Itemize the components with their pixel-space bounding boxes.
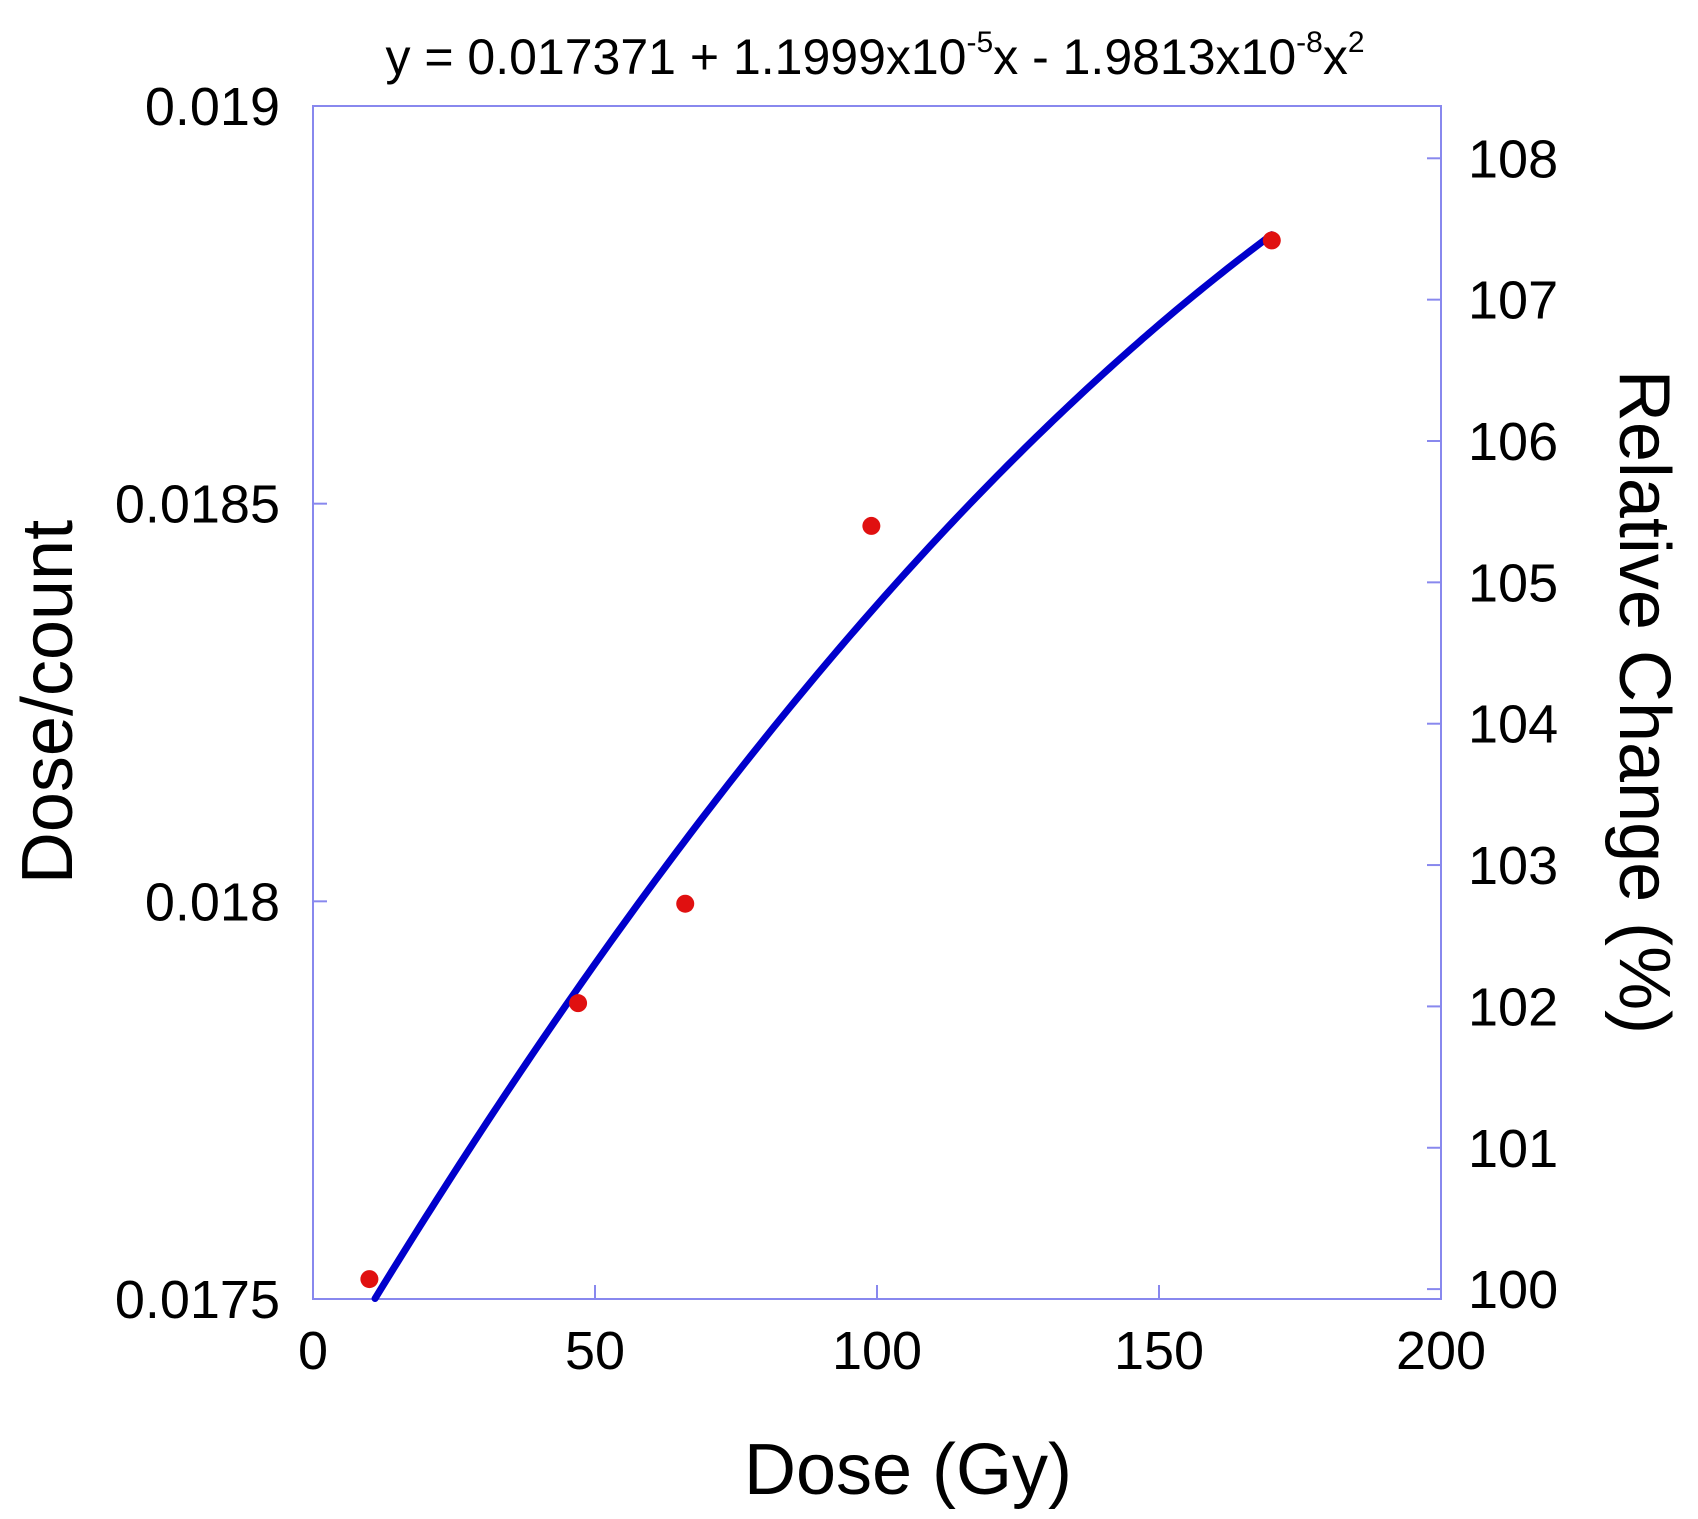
data-point (1262, 231, 1281, 250)
data-point (360, 1270, 379, 1289)
y-tick-label: 0.0185 (115, 475, 280, 535)
data-point (676, 894, 695, 913)
y2-tick-label: 103 (1468, 836, 1558, 896)
fit-equation-part: y = 0.017371 + 1.1999x10 (385, 29, 966, 85)
y2-tick-label: 101 (1468, 1119, 1558, 1179)
y-tick-label: 0.019 (145, 77, 280, 137)
data-point (862, 516, 881, 535)
y-axis: 0.0175 0.018 0.0185 0.019 (115, 77, 327, 1330)
y-tick-label: 0.018 (145, 872, 280, 932)
fit-equation-sup: -5 (967, 26, 994, 59)
y2-tick-label: 102 (1468, 977, 1558, 1037)
y-axis-title: Dose/count (8, 520, 88, 884)
fit-equation: y = 0.017371 + 1.1999x10-5x - 1.9813x10-… (385, 26, 1364, 85)
y-tick-label: 0.0175 (115, 1270, 280, 1330)
x-tick-label: 50 (565, 1321, 625, 1381)
x-tick-label: 100 (832, 1321, 922, 1381)
x-tick-label: 150 (1114, 1321, 1204, 1381)
x-tick-label: 0 (298, 1321, 328, 1381)
x-axis: 0 50 100 150 200 (298, 1285, 1486, 1381)
y2-axis: 100 101 102 103 104 105 106 107 108 (1427, 129, 1558, 1320)
x-tick-label: 200 (1396, 1321, 1486, 1381)
y2-axis-title: Relative Change (%) (1604, 370, 1684, 1034)
y2-tick-label: 104 (1468, 695, 1558, 755)
points-layer (360, 231, 1281, 1289)
x-axis-title: Dose (Gy) (744, 1430, 1072, 1510)
fit-layer (371, 231, 1276, 1303)
y2-tick-label: 100 (1468, 1260, 1558, 1320)
fit-equation-part: x - 1.9813x10 (993, 29, 1296, 85)
y2-tick-label: 107 (1468, 271, 1558, 331)
fit-curve (371, 231, 1276, 1303)
fit-equation-sup: -8 (1296, 26, 1323, 59)
plot-frame (312, 105, 1442, 1300)
y2-tick-label: 105 (1468, 553, 1558, 613)
y2-tick-label: 106 (1468, 412, 1558, 472)
y2-tick-label: 108 (1468, 129, 1558, 189)
data-point (569, 994, 588, 1013)
fit-equation-sup: 2 (1348, 26, 1365, 59)
fit-equation-part: x (1323, 29, 1348, 85)
